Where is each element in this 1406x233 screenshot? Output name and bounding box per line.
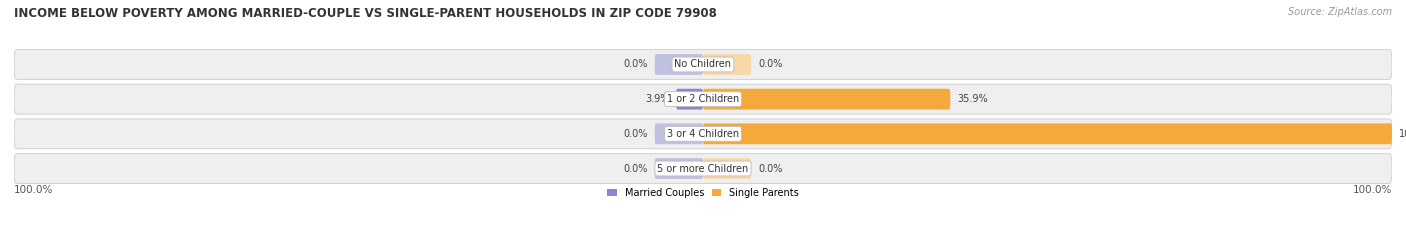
Text: 0.0%: 0.0% [758, 164, 783, 174]
Text: 5 or more Children: 5 or more Children [658, 164, 748, 174]
FancyBboxPatch shape [703, 89, 950, 110]
Text: 0.0%: 0.0% [758, 59, 783, 69]
Text: 35.9%: 35.9% [957, 94, 988, 104]
Text: 100.0%: 100.0% [1353, 185, 1392, 195]
FancyBboxPatch shape [676, 89, 703, 110]
Text: No Children: No Children [675, 59, 731, 69]
FancyBboxPatch shape [655, 158, 703, 179]
FancyBboxPatch shape [655, 54, 703, 75]
FancyBboxPatch shape [703, 158, 751, 179]
FancyBboxPatch shape [14, 119, 1392, 149]
Text: 0.0%: 0.0% [623, 164, 648, 174]
Text: 0.0%: 0.0% [623, 59, 648, 69]
Text: INCOME BELOW POVERTY AMONG MARRIED-COUPLE VS SINGLE-PARENT HOUSEHOLDS IN ZIP COD: INCOME BELOW POVERTY AMONG MARRIED-COUPL… [14, 7, 717, 20]
FancyBboxPatch shape [703, 123, 1392, 144]
FancyBboxPatch shape [14, 50, 1392, 79]
Text: 3 or 4 Children: 3 or 4 Children [666, 129, 740, 139]
FancyBboxPatch shape [703, 54, 751, 75]
Text: 3.9%: 3.9% [645, 94, 669, 104]
Text: Source: ZipAtlas.com: Source: ZipAtlas.com [1288, 7, 1392, 17]
Text: 100.0%: 100.0% [14, 185, 53, 195]
FancyBboxPatch shape [14, 154, 1392, 183]
Text: 1 or 2 Children: 1 or 2 Children [666, 94, 740, 104]
Text: 0.0%: 0.0% [623, 129, 648, 139]
Text: 100.0%: 100.0% [1399, 129, 1406, 139]
FancyBboxPatch shape [14, 84, 1392, 114]
Legend: Married Couples, Single Parents: Married Couples, Single Parents [607, 188, 799, 198]
FancyBboxPatch shape [655, 123, 703, 144]
